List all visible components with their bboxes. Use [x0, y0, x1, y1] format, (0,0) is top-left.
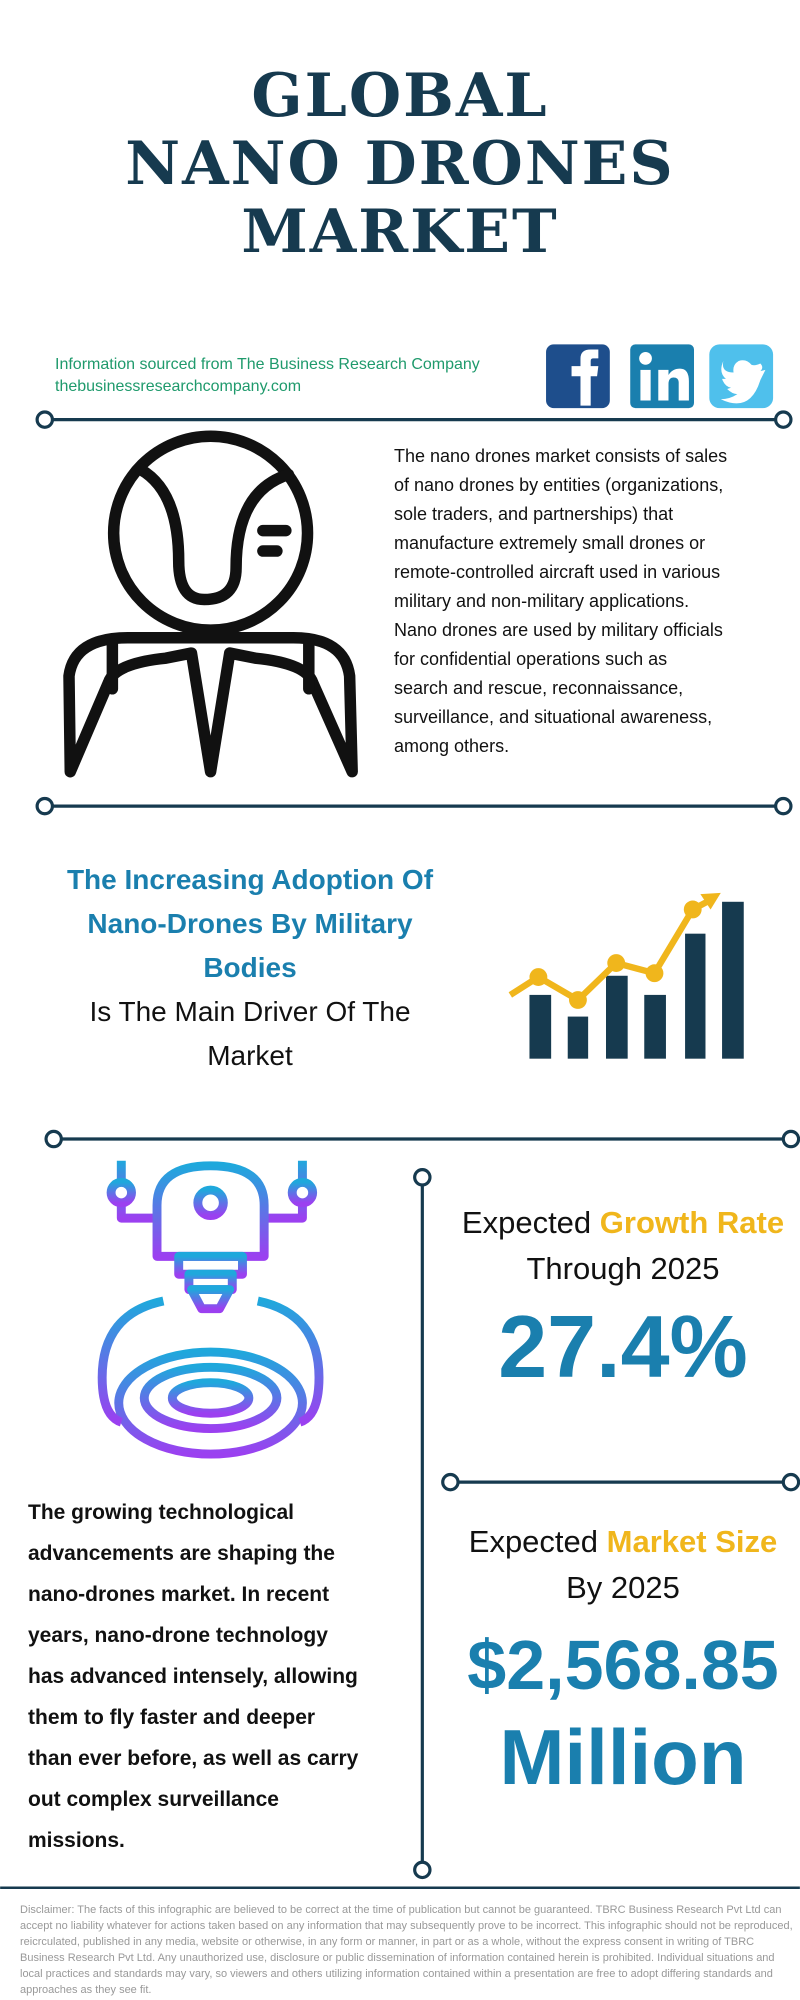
description-line: among others.: [394, 736, 510, 756]
trend-line: than ever before, as well as carry: [28, 1747, 359, 1770]
driver-line: Market: [207, 1040, 293, 1071]
description-line: manufacture extremely small drones or: [394, 533, 706, 553]
description-line: of nano drones by entities (organization…: [394, 475, 724, 495]
description-line: Nano drones are used by military officia…: [394, 620, 723, 640]
trend-line: advancements are shaping the: [28, 1542, 335, 1565]
driver-highlight-line: Bodies: [203, 952, 297, 983]
driver: The Increasing Adoption Of Nano-Drones By…: [20, 858, 480, 1078]
trend-line: nano-drones market. In recent: [28, 1583, 330, 1606]
title-line: MARKET: [241, 197, 559, 267]
market-size-prefix: Expected: [468, 1524, 599, 1559]
market-size-heading: Expected Market Size: [430, 1519, 800, 1565]
robot-icon: [97, 1160, 324, 1459]
twitter-icon[interactable]: [709, 344, 774, 409]
growth-chart-icon: [508, 892, 744, 1059]
trend-line: out complex surveillance: [28, 1788, 279, 1811]
facebook-icon[interactable]: [546, 344, 610, 409]
growth-stat: Expected Growth Rate Through 2025 27.4%: [430, 1200, 800, 1402]
market-size-period: By 2025: [566, 1570, 680, 1605]
trend-line: them to fly faster and deeper: [28, 1706, 316, 1729]
description-line: The nano drones market consists of sales: [394, 446, 728, 466]
market-size-highlight: Market Size: [606, 1524, 778, 1559]
growth-highlight: Growth Rate: [599, 1205, 785, 1240]
description-line: for confidential operations such as: [394, 649, 668, 669]
description-line: surveillance, and situational awareness,: [394, 707, 713, 727]
description: The nano drones market consists of sales…: [394, 442, 794, 761]
dividers: [0, 410, 800, 1890]
trend-line: The growing technological: [28, 1501, 295, 1524]
growth-value: 27.4%: [498, 1297, 748, 1396]
description-line: search and rescue, reconnaissance,: [394, 678, 684, 698]
driver-highlight-line: Nano-Drones By Military: [87, 908, 413, 939]
source-text: Information sourced from The Business Re…: [55, 356, 480, 373]
driver-line: Is The Main Driver Of The: [89, 996, 411, 1027]
astronaut-icon: [63, 430, 358, 778]
description-line: military and non-military applications.: [394, 591, 690, 611]
description-line: sole traders, and partnerships) that: [394, 504, 674, 524]
growth-period: Through 2025: [526, 1251, 720, 1286]
growth-heading: Expected Growth Rate: [430, 1200, 800, 1246]
trend-line: years, nano-drone technology: [28, 1624, 328, 1647]
trend-line: missions.: [28, 1829, 125, 1852]
market-size-unit: Million: [499, 1713, 747, 1801]
title-line: GLOBAL: [251, 61, 549, 131]
description-line: remote-controlled aircraft used in vario…: [394, 562, 721, 582]
source-url[interactable]: thebusinessresearchcompany.com: [55, 378, 302, 395]
growth-prefix: Expected: [461, 1205, 592, 1240]
trend-text: The growing technological advancements ar…: [28, 1492, 418, 1861]
driver-highlight-line: The Increasing Adoption Of: [66, 864, 434, 895]
market-size-value: $2,568.85: [467, 1626, 779, 1704]
trend-line: has advanced intensely, allowing: [28, 1665, 358, 1688]
market-size-stat: Expected Market Size By 2025 $2,568.85 M…: [430, 1519, 800, 1803]
disclaimer: Disclaimer: The facts of this infographi…: [20, 1904, 793, 1996]
linkedin-icon[interactable]: [630, 344, 695, 409]
title-line: NANO DRONES: [125, 129, 675, 199]
